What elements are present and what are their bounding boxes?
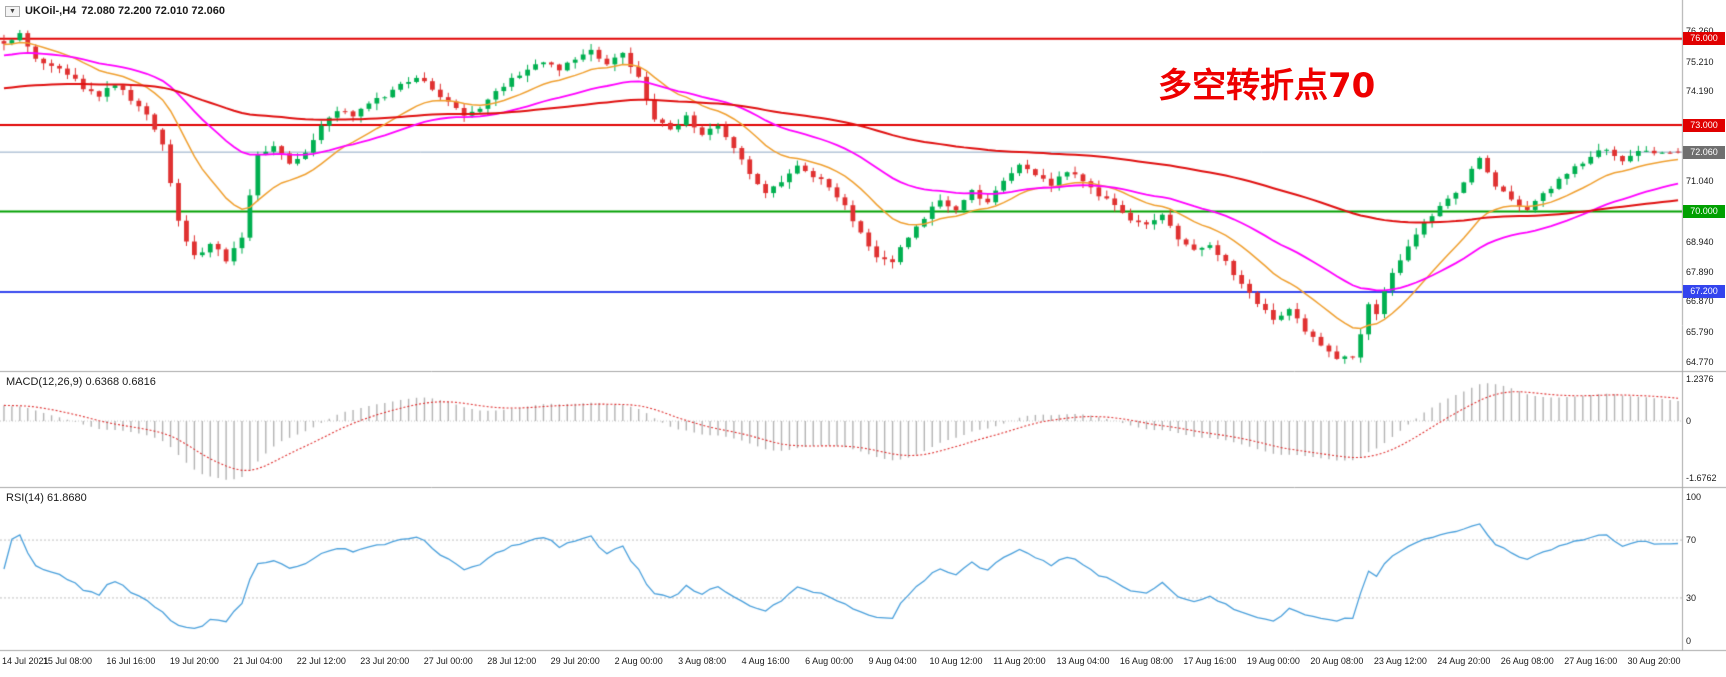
price-tick: 65.790 <box>1686 327 1714 338</box>
chart-title-ohlc: 72.080 72.200 72.010 72.060 <box>81 5 226 17</box>
price-tick: 76.260 <box>1686 26 1714 36</box>
chart-title-symbol: UKOil-,H4 <box>24 5 77 17</box>
time-label: 21 Jul 04:00 <box>233 656 283 666</box>
rsi-tick: 0 <box>1686 636 1692 647</box>
rsi-tick: 70 <box>1686 535 1697 546</box>
rsi-tick: 100 <box>1686 491 1702 502</box>
time-label: 6 Aug 00:00 <box>805 656 854 666</box>
price-tag: 72.060 <box>1683 145 1725 159</box>
time-label: 11 Aug 20:00 <box>993 656 1046 666</box>
time-label: 4 Aug 16:00 <box>741 656 790 666</box>
time-label: 9 Aug 04:00 <box>868 656 917 666</box>
time-label: 29 Jul 20:00 <box>550 656 600 666</box>
rsi-label: RSI(14) 61.8680 <box>6 492 87 504</box>
time-label: 16 Jul 16:00 <box>106 656 156 666</box>
time-label: 23 Jul 20:00 <box>360 656 410 666</box>
time-label: 28 Jul 12:00 <box>487 656 537 666</box>
time-label: 30 Aug 20:00 <box>1627 656 1681 666</box>
time-label: 26 Aug 08:00 <box>1500 656 1554 666</box>
time-label: 17 Aug 16:00 <box>1183 656 1237 666</box>
rsi-tick: 30 <box>1686 592 1697 603</box>
price-tag: 76.000 <box>1683 32 1725 46</box>
time-label: 10 Aug 12:00 <box>929 656 983 666</box>
chart-dropdown-icon[interactable]: ▼ <box>5 5 20 17</box>
price-tag: 73.000 <box>1683 118 1725 132</box>
macd-tick: -1.6762 <box>1686 472 1717 483</box>
price-tick: 64.770 <box>1686 356 1714 367</box>
price-tick: 68.940 <box>1686 236 1714 247</box>
time-label: 23 Aug 12:00 <box>1373 656 1427 666</box>
time-label: 15 Jul 08:00 <box>42 656 92 666</box>
time-label: 14 Jul 2021 <box>2 656 49 666</box>
price-tick: 75.210 <box>1686 56 1714 67</box>
chart-title-bar: ▼ UKOil-,H4 72.080 72.200 72.010 72.060 <box>5 5 225 17</box>
time-label: 22 Jul 12:00 <box>296 656 346 666</box>
time-label: 27 Aug 16:00 <box>1564 656 1618 666</box>
price-tick: 71.040 <box>1686 176 1714 187</box>
macd-label: MACD(12,26,9) 0.6368 0.6816 <box>6 376 156 388</box>
price-tick: 66.870 <box>1686 296 1714 307</box>
macd-tick: 0 <box>1686 416 1692 427</box>
price-tick: 74.190 <box>1686 85 1714 96</box>
time-label: 24 Aug 20:00 <box>1437 656 1491 666</box>
annotation-text: 多空转折点70 <box>1158 66 1376 106</box>
time-label: 3 Aug 08:00 <box>678 656 727 666</box>
price-tick: 67.890 <box>1686 267 1714 278</box>
time-label: 19 Aug 00:00 <box>1246 656 1300 666</box>
time-label: 16 Aug 08:00 <box>1119 656 1173 666</box>
price-tag: 70.000 <box>1683 204 1725 218</box>
time-label: 13 Aug 04:00 <box>1056 656 1110 666</box>
time-label: 20 Aug 08:00 <box>1310 656 1364 666</box>
price-tag: 67.200 <box>1683 285 1725 299</box>
macd-tick: 1.2376 <box>1686 374 1714 385</box>
time-label: 27 Jul 00:00 <box>423 656 473 666</box>
time-label: 19 Jul 20:00 <box>169 656 219 666</box>
time-label: 2 Aug 00:00 <box>614 656 663 666</box>
